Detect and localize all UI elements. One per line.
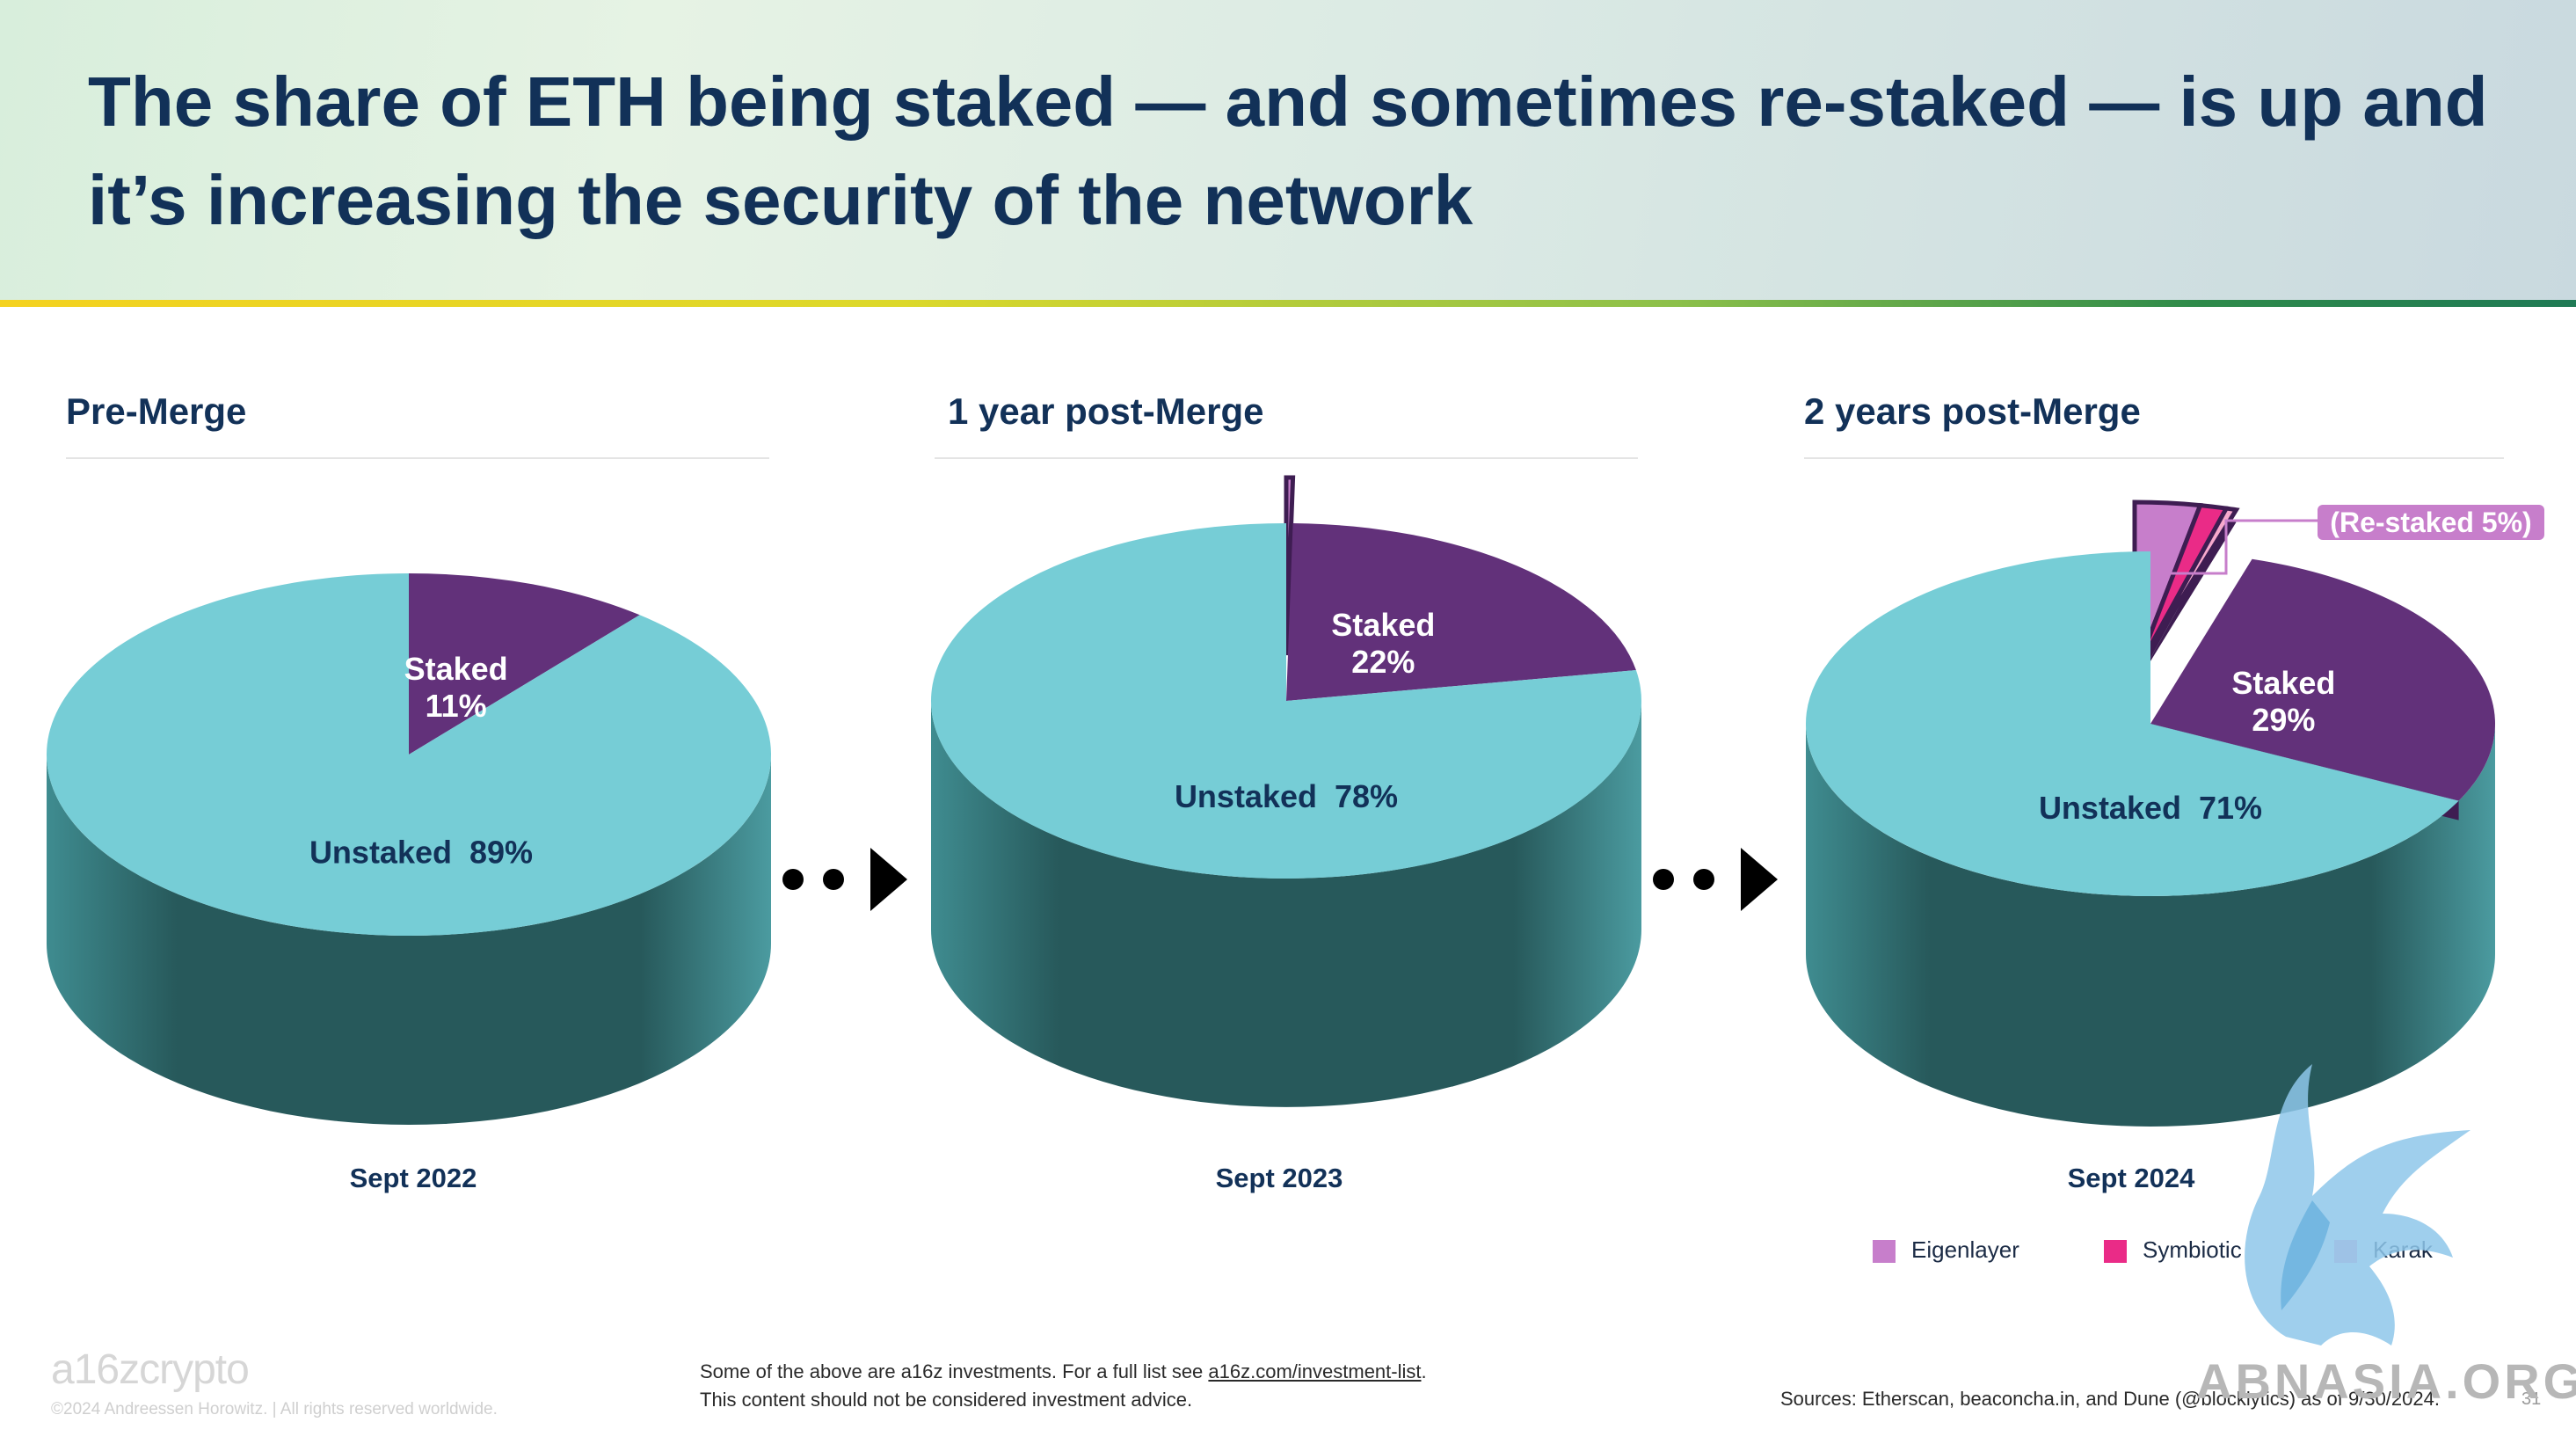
staked-label: Staked [2231, 665, 2335, 701]
panel-title-2-years: 2 years post-Merge [1804, 390, 2141, 432]
header-gradient-rule [0, 300, 2576, 307]
unstaked-label: Unstaked 71% [2039, 790, 2262, 826]
date-label-2022: Sept 2022 [349, 1163, 477, 1193]
watermark-text: ABNASIA.ORG [2196, 1353, 2576, 1409]
arrow-dot [782, 869, 804, 890]
disclaimer-text: Some of the above are a16z investments. … [700, 1360, 1209, 1382]
legend-label: Symbiotic [2143, 1236, 2242, 1263]
pie-slice-re-staked [1284, 475, 1296, 656]
pie-slice-karak [2132, 506, 2240, 676]
pie-slice-unstaked [931, 523, 1641, 879]
panel-title-pre-merge: Pre-Merge [66, 390, 247, 432]
pie-slice-staked [1286, 523, 1636, 701]
sources-note: Sources: Etherscan, beaconcha.in, and Du… [1780, 1388, 2440, 1410]
pie-slice-staked [409, 573, 640, 755]
restaked-slice-depth [2135, 521, 2237, 687]
progression-arrow [782, 844, 907, 915]
date-label-2023: Sept 2023 [1215, 1163, 1343, 1193]
disclaimer-text: This content should not be considered in… [700, 1389, 1193, 1411]
pie-slice-staked [2150, 558, 2496, 801]
legend-item-eigenlayer: Eigenlayer [1873, 1233, 2048, 1268]
panel-divider [66, 457, 769, 459]
legend-label: Eigenlayer [1911, 1236, 2019, 1263]
panel-divider [935, 457, 1638, 459]
annotation-box [2318, 505, 2544, 540]
pie-slice-unstaked [46, 573, 771, 936]
staked-value-label: 22% [1351, 644, 1415, 680]
griffin-watermark-icon [2245, 1064, 2470, 1346]
copyright-text: ©2024 Andreessen Horowitz. | All rights … [51, 1400, 498, 1418]
annotation-leader-line [2161, 519, 2318, 575]
page-number: 31 [2521, 1389, 2542, 1409]
arrow-dot [1693, 869, 1714, 890]
restaked-annotation: (Re-staked 5%) [2330, 507, 2531, 538]
pie-side-wall [931, 701, 1641, 1107]
legend-swatch [1873, 1240, 1896, 1263]
arrow-dot [823, 869, 844, 890]
unstaked-label: Unstaked 89% [309, 834, 533, 870]
disclaimer-text: . [1421, 1360, 1427, 1382]
legend-item-symbiotic: Symbiotic [2104, 1233, 2280, 1268]
panel-divider [1804, 457, 2504, 459]
slide-title: The share of ETH being staked — and some… [88, 62, 2488, 239]
unstaked-label: Unstaked 78% [1175, 778, 1398, 814]
a16z-crypto-logo: a16zcrypto [51, 1346, 250, 1393]
pie-side-wall [47, 755, 771, 1125]
panel-title-1-year: 1 year post-Merge [948, 390, 1264, 432]
legend-swatch [2104, 1240, 2127, 1263]
arrow-head-icon [1741, 848, 1778, 911]
disclaimer: Some of the above are a16z investments. … [700, 1358, 1427, 1414]
staked-value-label: 11% [426, 688, 487, 724]
staked-label: Staked [404, 651, 508, 687]
date-label-2024: Sept 2024 [2067, 1163, 2195, 1193]
pie-slice-unstaked [1806, 551, 2459, 896]
staked-label: Staked [1331, 607, 1435, 643]
progression-arrow [1653, 844, 1778, 915]
investment-list-link[interactable]: a16z.com/investment-list [1208, 1360, 1422, 1382]
staked-value-label: 29% [2252, 702, 2315, 738]
arrow-head-icon [870, 848, 907, 911]
pie-side-wall [1806, 724, 2495, 1127]
arrow-dot [1653, 869, 1674, 890]
header-banner [0, 0, 2576, 303]
